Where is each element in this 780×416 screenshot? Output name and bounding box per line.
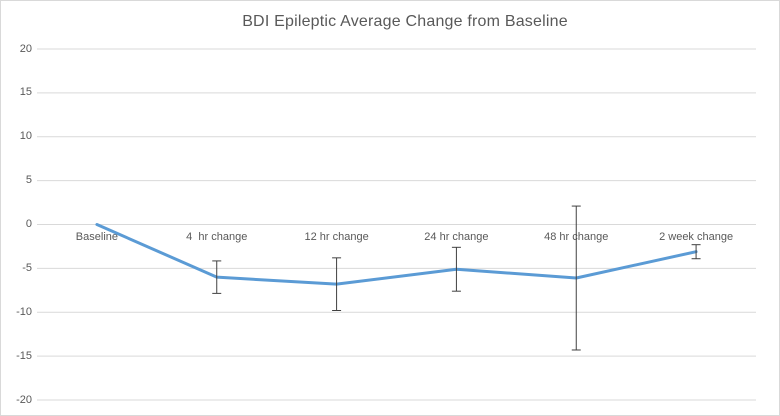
x-category-label: 2 week change — [659, 231, 734, 243]
y-tick-label: 5 — [25, 174, 32, 187]
chart-title: BDI Epileptic Average Change from Baseli… — [242, 13, 568, 30]
x-category-label: Baseline — [75, 231, 118, 243]
y-tick-label: -15 — [16, 349, 32, 362]
y-tick-label: -5 — [22, 261, 32, 274]
y-tick-label: 10 — [19, 130, 32, 143]
y-tick-label: -20 — [16, 393, 32, 406]
x-category-label: 24 hr change — [424, 231, 489, 243]
y-tick-label: 20 — [19, 42, 32, 55]
x-category-label: 12 hr change — [304, 231, 369, 243]
y-tick-label: -10 — [16, 305, 32, 318]
y-tick-label: 0 — [25, 218, 32, 230]
x-category-label: 48 hr change — [544, 231, 609, 243]
y-tick-label: 15 — [19, 86, 32, 99]
x-category-label: 4 hr change — [186, 231, 248, 243]
